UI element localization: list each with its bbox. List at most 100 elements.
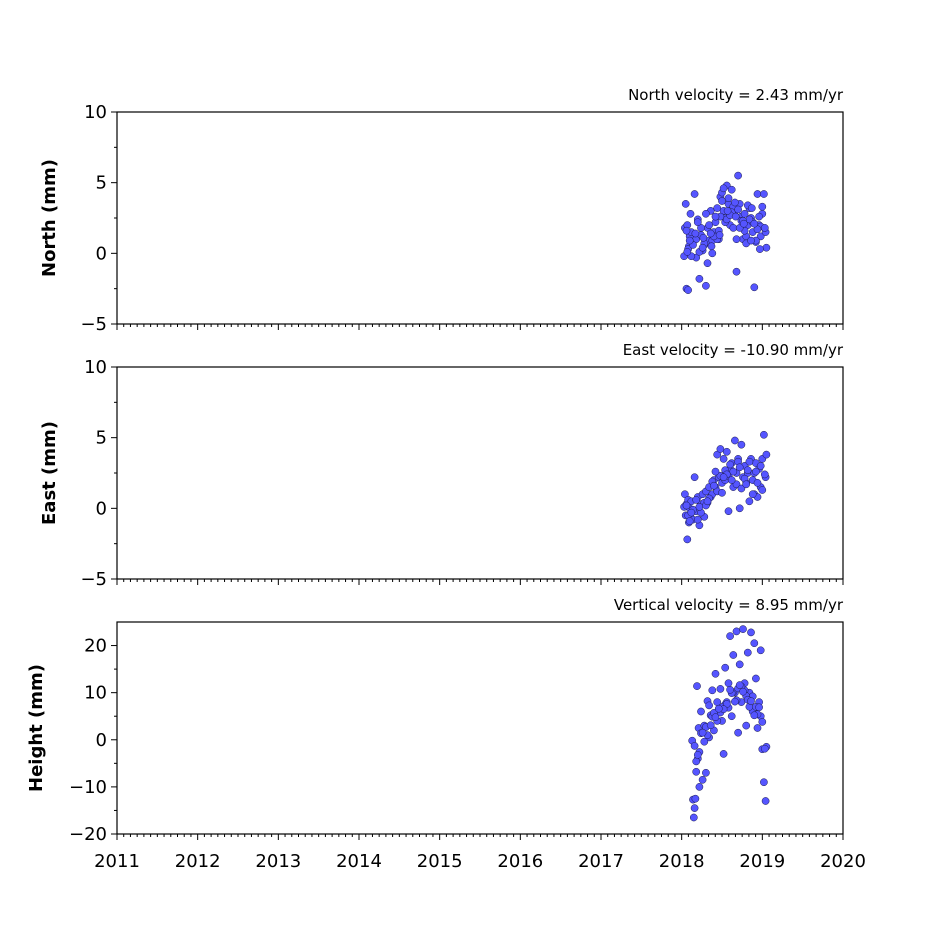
height-data-point <box>690 804 699 812</box>
height-ytick-label: 0 <box>96 730 107 751</box>
north-data-point <box>760 224 769 232</box>
height-data-point <box>700 737 709 746</box>
height-data-point <box>729 651 738 659</box>
north-data-point <box>690 190 699 198</box>
east-data-point <box>716 445 725 453</box>
year-tick-label: 2017 <box>578 851 624 872</box>
height-data-point <box>755 703 763 712</box>
height-ytick-label: 20 <box>84 636 107 657</box>
height-x-axis: 2011 2012 2013 2014 2015 2016 2017 2018 2019 2020 <box>94 834 866 872</box>
east-data-point <box>760 430 768 439</box>
height-data-point <box>750 639 759 648</box>
north-data-point <box>708 249 717 258</box>
north-data-point <box>723 207 732 215</box>
east-ytick-label: 5 <box>96 428 107 449</box>
year-tick-label: 2012 <box>175 851 221 872</box>
east-data-point <box>737 440 746 449</box>
east-data-point <box>752 467 760 476</box>
east-data-point <box>743 466 752 475</box>
east-data-point <box>735 463 744 472</box>
height-plot-frame <box>116 621 844 835</box>
north-data-point <box>699 233 708 242</box>
year-tick-label: 2016 <box>497 851 543 872</box>
height-data-point <box>690 742 699 750</box>
height-y-axis: −20 −10 0 10 20 <box>69 636 117 845</box>
north-data-point <box>683 248 692 256</box>
north-data-point <box>731 198 739 207</box>
north-ytick-label: 10 <box>84 102 107 123</box>
height-data-point <box>747 697 755 705</box>
north-y-axis: −5 0 5 10 <box>80 102 117 335</box>
north-data-point <box>718 197 726 205</box>
north-data-point <box>762 243 771 252</box>
east-data-point <box>682 501 691 510</box>
north-data-point <box>753 190 762 198</box>
north-data-point <box>698 243 707 252</box>
north-data-point <box>755 212 763 221</box>
height-data-point <box>752 674 760 683</box>
height-data-point <box>702 768 710 777</box>
north-axis-label: North (mm) <box>39 159 60 277</box>
east-data-point <box>718 488 726 497</box>
north-data-point <box>750 283 759 292</box>
north-data-point <box>695 274 704 283</box>
east-data-point <box>753 479 762 487</box>
north-data-point <box>715 231 724 239</box>
east-data-point <box>735 504 744 513</box>
east-data-point <box>726 460 734 469</box>
north-data-point <box>732 235 741 244</box>
north-data-point <box>702 209 710 218</box>
north-data-point <box>691 229 700 238</box>
height-data-point <box>693 682 701 690</box>
north-data-point <box>685 236 694 245</box>
height-data-point <box>732 627 741 636</box>
east-data-point <box>731 436 739 445</box>
north-ytick-label: −5 <box>80 314 107 335</box>
north-data-point <box>686 209 695 218</box>
east-data-point <box>724 507 733 516</box>
north-data-point <box>711 212 720 221</box>
east-scatter-points <box>680 430 771 544</box>
height-data-point <box>697 707 705 716</box>
east-ytick-label: 0 <box>96 498 107 519</box>
north-data-point <box>702 281 710 290</box>
height-data-point <box>731 697 739 706</box>
east-data-point <box>748 490 757 499</box>
east-data-point <box>687 508 696 517</box>
east-data-point <box>742 480 751 489</box>
height-data-point <box>692 767 701 776</box>
east-data-point <box>729 467 738 476</box>
east-data-point <box>762 450 771 459</box>
east-data-point <box>722 447 731 456</box>
height-data-point <box>747 628 755 637</box>
height-data-point <box>735 660 744 669</box>
year-tick-label: 2011 <box>94 851 140 872</box>
east-data-point <box>758 486 767 494</box>
east-data-point <box>745 457 754 466</box>
height-scatter-points <box>688 625 771 822</box>
height-data-point <box>726 632 734 640</box>
north-data-point <box>739 219 748 228</box>
north-data-point <box>681 200 690 208</box>
height-data-point <box>739 687 747 696</box>
east-data-point <box>703 497 712 506</box>
north-data-point <box>734 205 742 214</box>
north-panel: North velocity = 2.43 mm/yr North (mm) −… <box>39 86 844 335</box>
north-data-point <box>705 221 713 229</box>
north-data-point <box>756 245 764 253</box>
east-data-point <box>719 473 728 482</box>
north-data-point <box>760 190 768 198</box>
height-data-point <box>705 701 713 710</box>
height-data-point <box>691 794 700 803</box>
height-data-point <box>708 686 717 695</box>
east-data-point <box>719 455 728 463</box>
east-ytick-label: −5 <box>80 569 107 590</box>
north-data-point <box>684 286 692 294</box>
east-data-point <box>690 473 699 482</box>
height-data-point <box>753 724 762 732</box>
north-data-point <box>693 218 702 227</box>
height-data-point <box>760 744 769 753</box>
height-data-point <box>698 728 707 737</box>
north-data-point <box>731 212 740 221</box>
